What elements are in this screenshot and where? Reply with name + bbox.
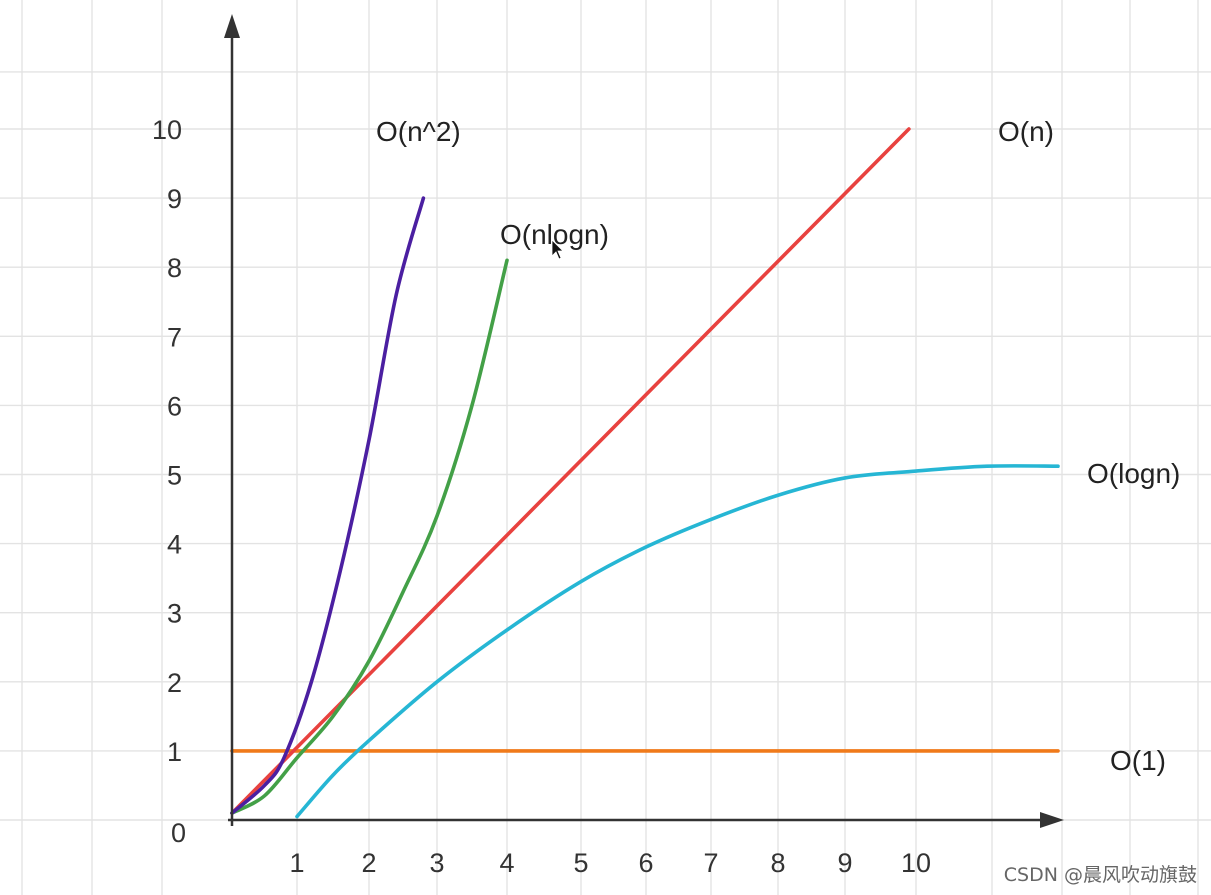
watermark: CSDN @晨风吹动旗鼓 xyxy=(1003,864,1197,886)
axes xyxy=(224,14,1064,828)
y-tick-label: 9 xyxy=(167,184,182,214)
y-tick-label: 1 xyxy=(167,737,182,767)
series-label: O(n^2) xyxy=(376,116,461,147)
x-tick-label: 7 xyxy=(703,848,718,878)
series-label: O(n) xyxy=(998,116,1054,147)
y-tick-label: 0 xyxy=(171,818,186,848)
mouse-cursor-icon xyxy=(551,239,564,260)
series-label: O(logn) xyxy=(1087,458,1180,489)
y-tick-label: 4 xyxy=(167,530,182,560)
y-tick-label: 3 xyxy=(167,599,182,629)
y-tick-label: 10 xyxy=(152,115,182,145)
series-line-o-logn xyxy=(295,464,1060,819)
x-tick-label: 10 xyxy=(901,848,931,878)
tick-labels: 1 2 3 4 5 6 7 8 9 10 0 1 2 3 4 5 6 7 8 9 10 xyxy=(152,115,931,878)
y-tick-label: 5 xyxy=(167,461,182,491)
x-tick-label: 1 xyxy=(289,848,304,878)
x-tick-label: 9 xyxy=(837,848,852,878)
series-line-o-n-2 xyxy=(230,196,426,815)
y-tick-label: 2 xyxy=(167,668,182,698)
x-axis-arrow-icon xyxy=(1040,812,1064,828)
x-tick-label: 8 xyxy=(770,848,785,878)
y-tick-label: 7 xyxy=(167,322,182,352)
y-axis-arrow-icon xyxy=(224,14,240,38)
x-tick-label: 5 xyxy=(573,848,588,878)
x-tick-label: 3 xyxy=(429,848,444,878)
series-labels: O(n^2)O(nlogn)O(n)O(logn)O(1) xyxy=(376,116,1180,776)
series-line-o-nlogn xyxy=(230,258,509,815)
x-tick-label: 4 xyxy=(499,848,514,878)
series-label: O(1) xyxy=(1110,745,1166,776)
x-tick-label: 6 xyxy=(638,848,653,878)
series-layer xyxy=(230,127,1060,819)
y-tick-label: 6 xyxy=(167,391,182,421)
x-tick-label: 2 xyxy=(361,848,376,878)
y-tick-label: 8 xyxy=(167,253,182,283)
